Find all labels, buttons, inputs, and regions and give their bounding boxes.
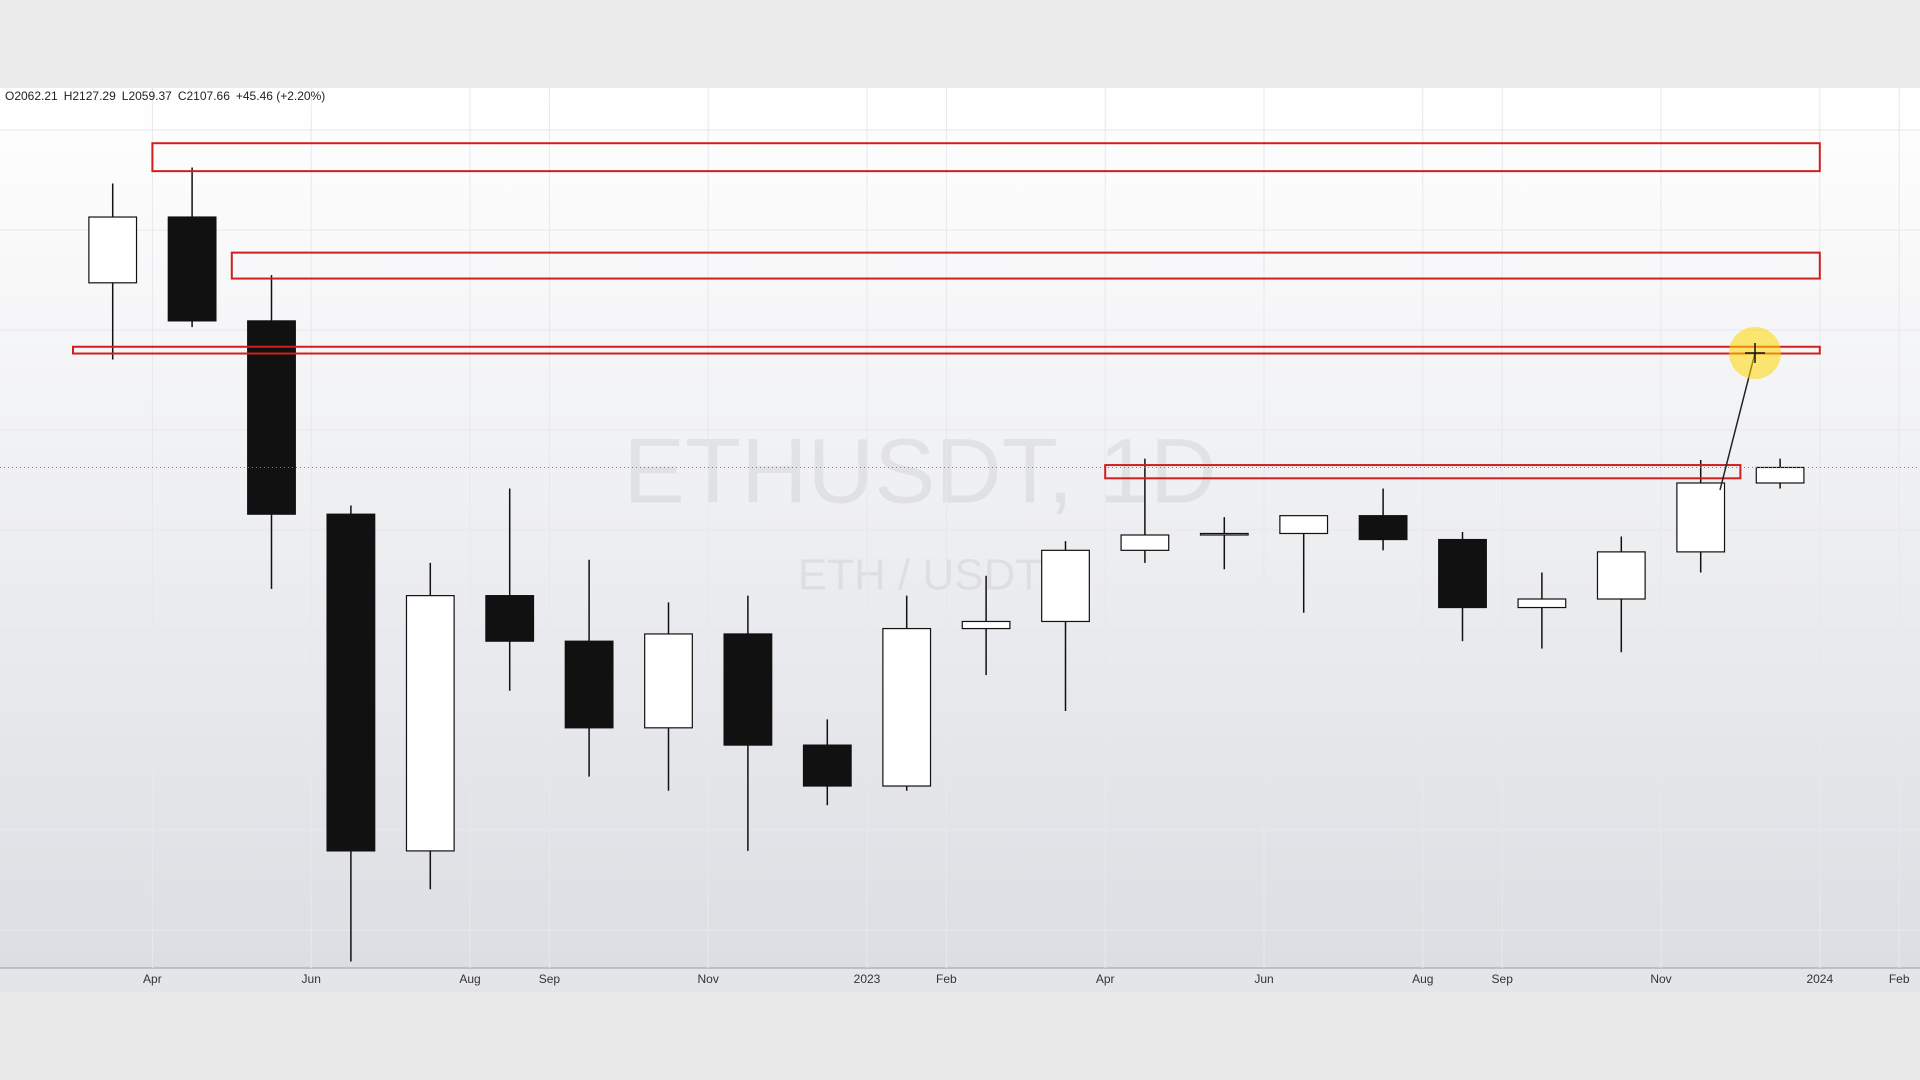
x-tick-label: Aug [459,972,480,986]
candle-body [1120,534,1170,551]
zone [151,142,1821,173]
candle-body [326,513,376,852]
candle-body [1438,538,1487,609]
candle-body [802,744,852,787]
x-tick-label: Feb [1889,972,1910,986]
ohlc-value: C2107.66 [178,89,230,103]
x-tick-label: Nov [1650,972,1671,986]
candle-body [1755,466,1805,484]
zone [1104,464,1742,480]
ohlc-value: O2062.21 [5,89,58,103]
bottom-band [0,992,1920,1080]
candle-body [405,595,455,852]
ohlc-header: O2062.21 H2127.29 L2059.37 C2107.66 +45.46 (… [5,89,325,103]
candle-body [1517,598,1567,609]
candle-body [961,620,1011,630]
zone [230,251,1821,280]
x-tick-label: Apr [1096,972,1115,986]
candle-body [644,633,693,729]
x-tick-label: Apr [143,972,162,986]
x-tick-label: 2023 [854,972,881,986]
candle-body [247,320,296,515]
x-tick-label: Feb [936,972,957,986]
x-tick-label: Nov [698,972,719,986]
candle-body [88,216,138,284]
x-tick-label: Sep [539,972,561,986]
ohlc-value: +45.46 (+2.20%) [236,89,325,103]
candle-body [1676,482,1726,553]
x-tick-label: Jun [1254,972,1273,986]
candle-body [723,633,773,746]
plot-background [0,88,1920,968]
candle-body [1358,515,1408,541]
watermark-sub: ETH / USDT [798,551,1042,600]
watermark: ETHUSDT, 1D [624,420,1217,522]
candle-body [564,640,614,729]
top-band [0,0,1920,88]
x-tick-label: Sep [1492,972,1514,986]
candle-body [485,595,535,642]
candle-body [1041,549,1090,623]
x-tick-label: Aug [1412,972,1433,986]
candle-body [1199,532,1249,536]
horizontal-grid [0,129,1920,931]
candle-body [1279,515,1329,535]
candle-body [167,216,217,322]
candle-body [1596,551,1646,600]
plot-layer: Apr Jun Aug Sep Nov 2023 Feb Apr Jun Aug Sep Nov 202… [0,88,1920,986]
candle-body [882,627,932,787]
ohlc-value: H2127.29 [64,89,116,103]
x-tick-label: 2024 [1806,972,1833,986]
zone [72,345,1821,355]
x-tick-label: Jun [302,972,321,986]
x-axis-strip [0,968,1920,992]
ohlc-value: L2059.37 [122,89,172,103]
